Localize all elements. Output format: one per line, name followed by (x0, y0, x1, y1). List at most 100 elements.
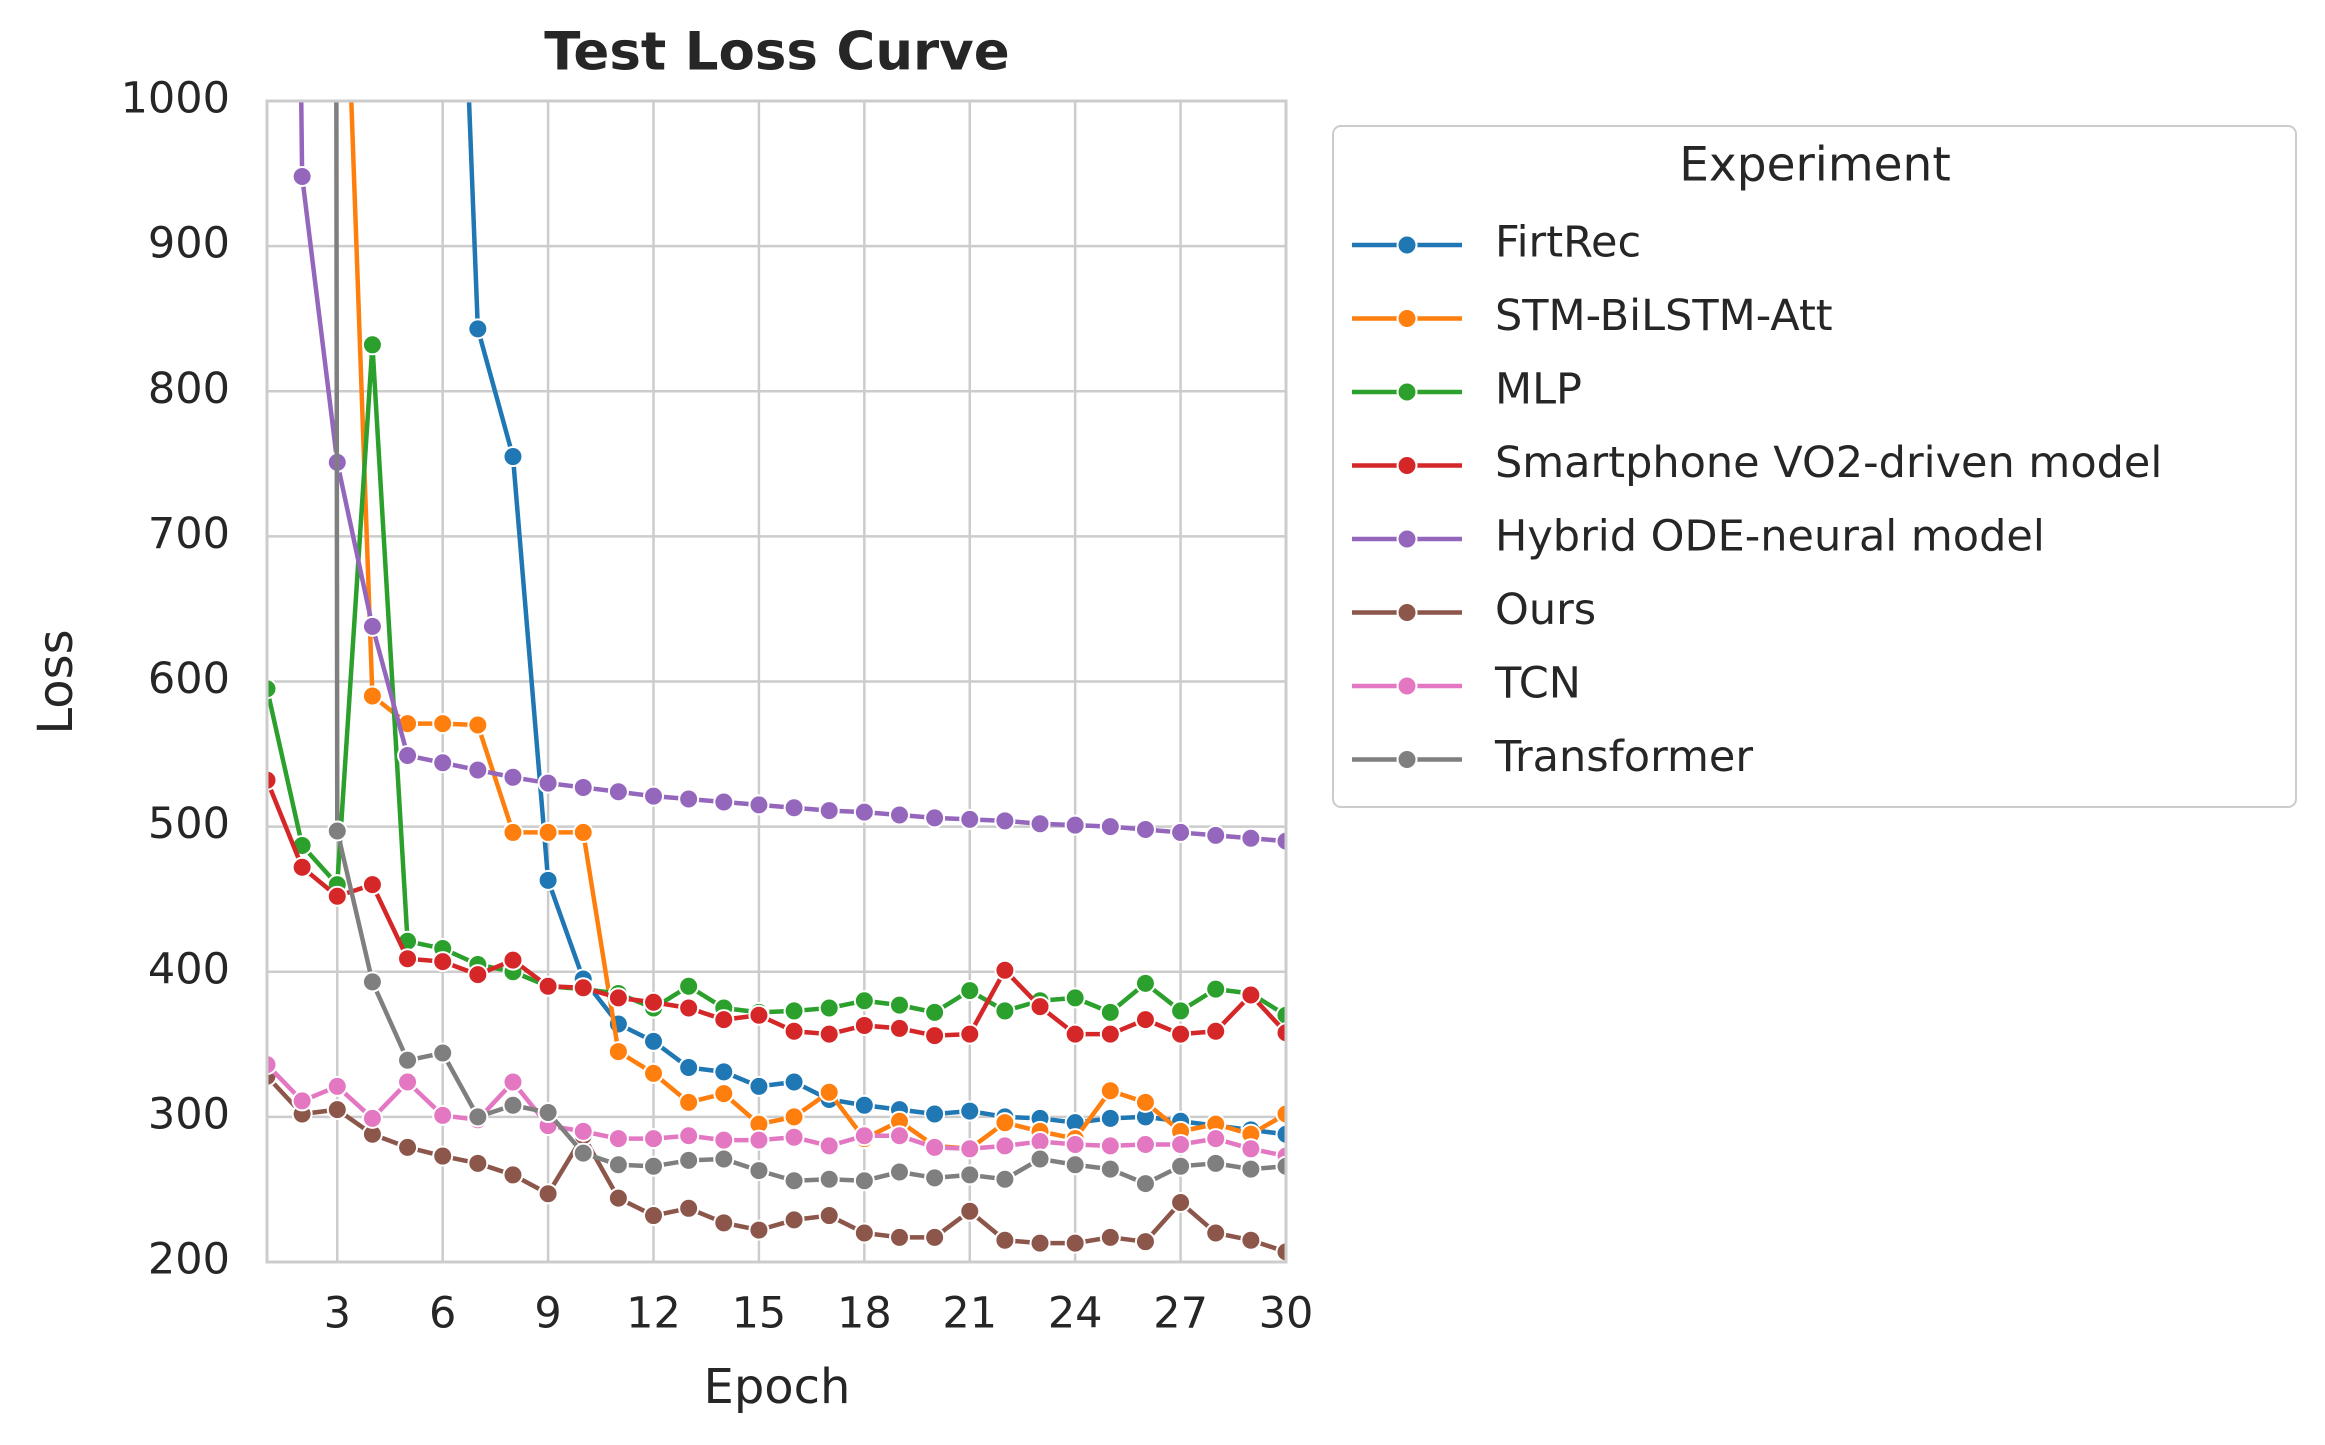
x-tick-label: 27 (1153, 1289, 1208, 1339)
data-point (818, 800, 840, 822)
data-point (678, 997, 700, 1019)
legend-label: STM-BiLSTM-Att (1495, 291, 1833, 341)
data-point (924, 1001, 946, 1023)
data-point (326, 1099, 348, 1121)
data-point (783, 1126, 805, 1148)
x-tick-label: 18 (837, 1289, 892, 1339)
data-point (1240, 1229, 1262, 1251)
data-point (643, 1062, 665, 1084)
data-point (888, 804, 910, 826)
data-point (678, 788, 700, 810)
data-point (1205, 1020, 1227, 1042)
data-point (678, 975, 700, 997)
data-point (678, 1149, 700, 1171)
data-point (888, 1226, 910, 1248)
data-point (994, 1168, 1016, 1190)
data-point (432, 1042, 454, 1064)
data-point (467, 1106, 489, 1128)
chart-title: Test Loss Curve (544, 22, 1009, 83)
data-point (361, 615, 383, 637)
data-point (713, 791, 735, 813)
data-point (783, 797, 805, 819)
data-point (397, 745, 419, 767)
data-point (1099, 1226, 1121, 1248)
data-point (888, 994, 910, 1016)
data-point (267, 769, 278, 791)
data-point (1029, 996, 1051, 1018)
data-point (1064, 987, 1086, 1009)
data-point (1170, 1191, 1192, 1213)
data-point (1240, 1158, 1262, 1180)
data-point (818, 997, 840, 1019)
data-point (678, 1057, 700, 1079)
data-point (361, 874, 383, 896)
data-point (572, 1120, 594, 1142)
data-point (643, 991, 665, 1013)
legend-label: Ours (1495, 585, 1596, 635)
data-point (537, 975, 559, 997)
data-point (1275, 830, 1286, 852)
data-point (924, 1167, 946, 1189)
data-point (607, 781, 629, 803)
data-point (1064, 814, 1086, 836)
data-point (432, 951, 454, 973)
x-tick-label: 30 (1259, 1289, 1314, 1339)
data-point (1170, 1133, 1192, 1155)
y-tick-label: 900 (148, 219, 230, 269)
data-point (326, 885, 348, 907)
data-point (1170, 1000, 1192, 1022)
legend-label: MLP (1495, 365, 1582, 415)
data-point (1099, 1001, 1121, 1023)
data-point (397, 1049, 419, 1071)
data-point (1099, 1023, 1121, 1045)
data-point (1240, 984, 1262, 1006)
data-point (1099, 1158, 1121, 1180)
data-point (1134, 1173, 1156, 1195)
data-point (959, 1200, 981, 1222)
data-point (924, 807, 946, 829)
data-point (537, 1102, 559, 1124)
data-point (853, 801, 875, 823)
data-point (537, 1183, 559, 1205)
data-point (537, 772, 559, 794)
data-point (853, 1094, 875, 1116)
data-point (643, 785, 665, 807)
data-point (994, 1135, 1016, 1157)
y-tick-label: 700 (148, 509, 230, 559)
data-point (1240, 827, 1262, 849)
data-point (397, 1071, 419, 1093)
data-point (748, 1075, 770, 1097)
data-point (502, 1071, 524, 1093)
data-point (888, 1125, 910, 1147)
data-point (502, 766, 524, 788)
legend-label: TCN (1494, 659, 1581, 709)
data-point (713, 1212, 735, 1234)
data-point (924, 1136, 946, 1158)
data-point (1099, 1080, 1121, 1102)
data-point (713, 1129, 735, 1151)
y-tick-label: 300 (148, 1089, 230, 1139)
y-tick-label: 600 (148, 654, 230, 704)
data-point (432, 752, 454, 774)
x-tick-label: 12 (626, 1289, 681, 1339)
data-point (853, 1170, 875, 1192)
legend-label: Hybrid ODE-neural model (1495, 512, 2045, 562)
data-point (572, 1142, 594, 1164)
data-point (1205, 1128, 1227, 1150)
data-point (818, 1168, 840, 1190)
data-point (678, 1125, 700, 1147)
data-point (713, 1083, 735, 1105)
data-point (924, 1103, 946, 1125)
data-point (1205, 824, 1227, 846)
data-point (1029, 1232, 1051, 1254)
data-point (1029, 1148, 1051, 1170)
legend-marker (1396, 528, 1418, 550)
x-tick-label: 21 (942, 1289, 997, 1339)
data-point (783, 1071, 805, 1093)
x-tick-label: 3 (324, 1289, 351, 1339)
data-point (397, 948, 419, 970)
data-point (432, 1145, 454, 1167)
data-point (1134, 1009, 1156, 1031)
data-point (853, 990, 875, 1012)
